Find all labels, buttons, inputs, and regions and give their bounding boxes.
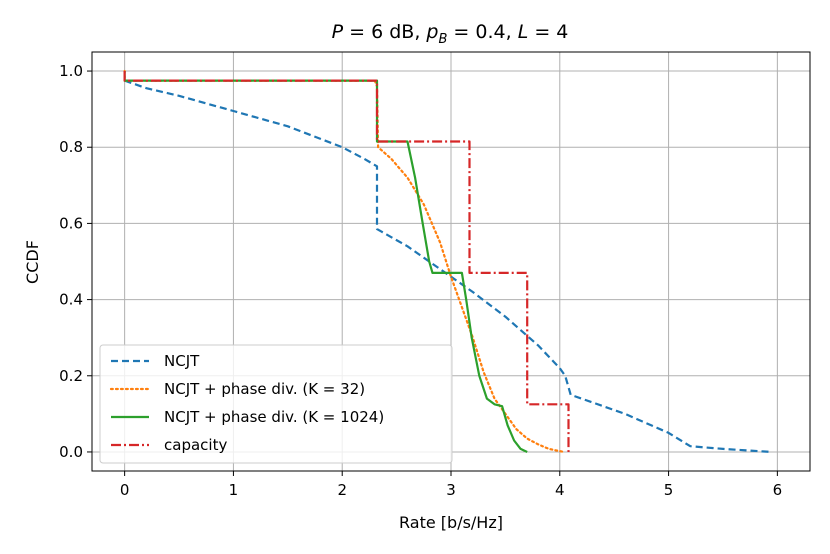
x-tick-label: 2 (337, 481, 347, 499)
x-tick-label: 1 (229, 481, 239, 499)
x-tick-label: 4 (555, 481, 565, 499)
y-tick-label: 0.2 (59, 367, 83, 385)
series-line-4 (123, 71, 570, 452)
legend-label-1: NCJT (164, 352, 200, 370)
series-line-1 (124, 79, 772, 454)
y-tick-label: 0.4 (59, 291, 83, 309)
series-layer (123, 69, 772, 454)
y-axis-label: CCDF (23, 240, 42, 284)
y-tick-label: 1.0 (59, 62, 83, 80)
legend-label-2: NCJT + phase div. (K = 32) (164, 380, 365, 398)
x-tick-label: 0 (120, 481, 130, 499)
x-axis-label: Rate [b/s/Hz] (399, 513, 503, 532)
y-tick-label: 0.6 (59, 214, 83, 232)
x-tick-label: 6 (773, 481, 783, 499)
legend-label-3: NCJT + phase div. (K = 1024) (164, 408, 384, 426)
legend-box (99, 344, 453, 464)
x-tick-label: 3 (446, 481, 456, 499)
legend: NCJT NCJT + phase div. (K = 32) NCJT + pha… (99, 344, 453, 464)
legend-label-4: capacity (164, 436, 227, 454)
y-tick-label: 0.0 (59, 443, 83, 461)
ticks: 0 1 2 3 4 5 6 0.0 0.2 0.4 0.6 0.8 1.0 (59, 62, 782, 499)
chart-title: P = 6 dB, pB = 0.4, L = 4 (332, 21, 569, 47)
y-tick-label: 0.8 (59, 138, 83, 156)
x-tick-label: 5 (664, 481, 674, 499)
